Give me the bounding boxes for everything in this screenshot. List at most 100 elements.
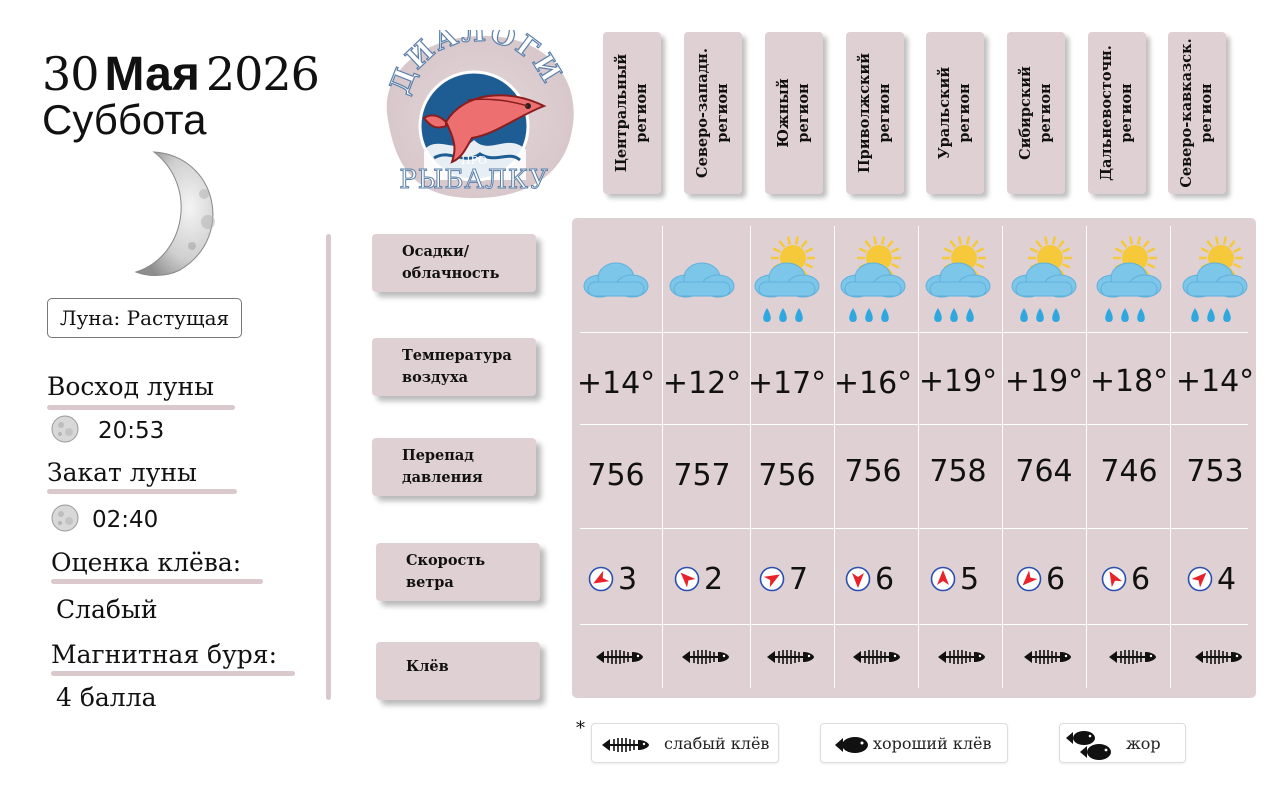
moonrise-underline	[47, 405, 235, 410]
temperature-value: +14°	[1175, 364, 1255, 399]
moonrise-label: Восход луны	[47, 372, 215, 401]
wind-cell: 2	[660, 560, 744, 600]
row-label-wind: Скорость ветра	[376, 543, 540, 601]
region-label: Южный регион	[775, 78, 812, 148]
magnetic-storm-label: Магнитная буря:	[51, 640, 278, 669]
wind-speed-value: 6	[875, 562, 895, 597]
moonset-underline	[47, 489, 237, 494]
moonrise-time: 20:53	[98, 418, 165, 444]
legend-good-text: хороший клёв	[873, 734, 992, 753]
bite-rating-underline	[51, 579, 263, 584]
legend-weak-bite: слабый клёв	[591, 723, 779, 763]
region-label: Центральный регион	[613, 53, 650, 173]
temperature-value: +12°	[662, 366, 742, 401]
logo-bottom-text: РЫБАЛКУ	[399, 165, 548, 195]
wind-speed-value: 6	[1046, 562, 1066, 597]
wind-direction-icon	[1187, 566, 1213, 592]
date-heading: 30 Мая 2026	[42, 46, 320, 102]
good-bite-fish-icon	[835, 737, 868, 753]
moonset-label: Закат луны	[47, 458, 197, 487]
wind-cell: 6	[831, 560, 915, 600]
bite-rating-label: Оценка клёва:	[51, 548, 242, 577]
weekday: Суббота	[42, 96, 207, 143]
sun-cloud-rain-icon	[745, 228, 829, 328]
grid-column-divider	[1170, 226, 1171, 688]
weak-bite-icon	[936, 648, 1020, 678]
wind-direction-icon	[1016, 566, 1042, 592]
region-tab-ural: Уральский регион	[926, 32, 984, 194]
region-tab-siberia: Сибирский регион	[1007, 32, 1065, 194]
date-day: 30	[42, 47, 100, 101]
region-tab-far-east: Дальневосточн. регион	[1088, 32, 1146, 194]
grid-row-divider	[580, 332, 1248, 333]
region-label: Северо-западн. регион	[694, 48, 731, 178]
wind-speed-value: 7	[789, 562, 809, 597]
wind-direction-icon	[1101, 566, 1127, 592]
grid-column-divider	[918, 226, 919, 688]
grid-row-divider	[580, 424, 1248, 425]
feeding-fish-icon	[1066, 731, 1111, 760]
grid-column-divider	[1002, 226, 1003, 688]
cloudy-icon	[660, 228, 744, 328]
forecast-grid: +14° 756 3 +12° 757 2 +17° 756 7 +1	[572, 218, 1256, 698]
moon-small-icon	[51, 504, 79, 532]
date-year: 2026	[205, 47, 320, 101]
temperature-value: +19°	[1004, 364, 1084, 399]
row-label-pressure: Перепад давления	[372, 438, 536, 496]
pressure-value: 753	[1186, 454, 1244, 489]
grid-column-divider	[662, 226, 663, 688]
region-label: Приволжский регион	[856, 52, 893, 174]
weak-bite-icon	[602, 738, 649, 752]
wind-direction-icon	[674, 566, 700, 592]
sun-cloud-rain-icon	[1002, 228, 1086, 328]
wind-direction-icon	[588, 566, 614, 592]
wind-cell: 7	[745, 560, 829, 600]
region-tab-south: Южный регион	[765, 32, 823, 194]
region-label: Дальневосточн. регион	[1098, 45, 1135, 181]
crescent-moon-icon	[124, 146, 234, 280]
logo: ДИАЛОГИ ПРО РЫБАЛКУ	[368, 14, 580, 202]
legend-feeding-text: жор	[1126, 734, 1161, 753]
temperature-value: +14°	[576, 366, 656, 401]
wind-speed-value: 2	[704, 562, 724, 597]
row-label-precipitation: Осадки/ облачность	[372, 234, 536, 292]
legend-feeding: жор	[1059, 723, 1186, 763]
temperature-value: +19°	[918, 364, 998, 399]
pressure-value: 756	[587, 458, 645, 493]
wind-speed-value: 5	[960, 562, 980, 597]
temperature-value: +17°	[747, 366, 827, 401]
bite-rating-value: Слабый	[56, 595, 158, 624]
moon-small-icon	[51, 415, 79, 443]
pressure-value: 764	[1015, 454, 1073, 489]
row-label-temperature: Температура воздуха	[372, 338, 536, 396]
weak-bite-icon	[765, 648, 849, 678]
weak-bite-icon	[680, 648, 764, 678]
sun-cloud-rain-icon	[1087, 228, 1171, 328]
sun-cloud-rain-icon	[916, 228, 1000, 328]
sun-cloud-rain-icon	[1173, 228, 1257, 328]
wind-cell: 5	[916, 560, 1000, 600]
temperature-value: +18°	[1089, 364, 1169, 399]
wind-speed-value: 4	[1217, 562, 1237, 597]
pressure-value: 757	[673, 458, 731, 493]
moon-phase-badge: Луна: Растущая	[47, 298, 242, 338]
cloudy-icon	[574, 228, 658, 328]
legend-good-bite: хороший клёв	[820, 723, 1008, 763]
row-label-bite: Клёв	[376, 642, 540, 700]
grid-column-divider	[750, 226, 751, 688]
region-tab-north-caucasus: Северо-кавказск. регион	[1168, 32, 1226, 194]
column-divider	[326, 234, 331, 700]
region-tab-northwest: Северо-западн. регион	[684, 32, 742, 194]
weak-bite-icon	[1022, 648, 1106, 678]
magnetic-storm-value: 4 балла	[56, 683, 157, 712]
region-label: Уральский регион	[936, 66, 973, 160]
weak-bite-icon	[1107, 648, 1191, 678]
weak-bite-icon	[851, 648, 935, 678]
legend-weak-text: слабый клёв	[664, 734, 770, 753]
wind-cell: 6	[1002, 560, 1086, 600]
region-label: Сибирский регион	[1017, 66, 1054, 160]
temperature-value: +16°	[833, 366, 913, 401]
wind-direction-icon	[845, 566, 871, 592]
legend-asterisk: *	[576, 718, 585, 739]
wind-cell: 4	[1173, 560, 1257, 600]
